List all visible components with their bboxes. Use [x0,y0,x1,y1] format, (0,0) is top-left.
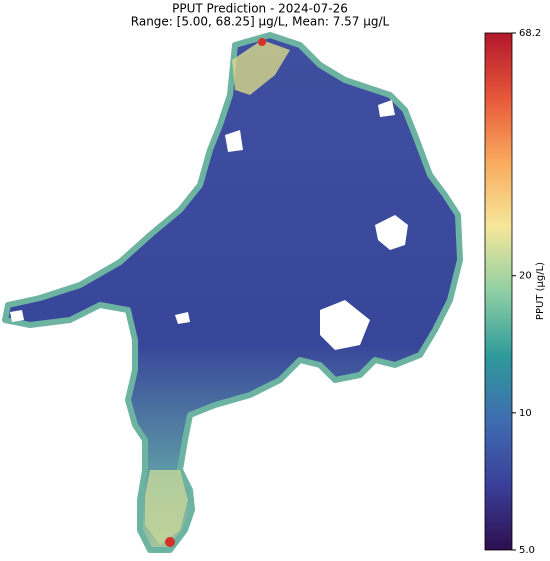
island [175,312,190,324]
colorbar-tick-label: 20 [519,271,532,282]
lake [2,32,463,553]
island [375,215,408,250]
colorbar-label: PPUT (µg/L) [535,262,546,320]
colorbar-tick-label: 5.0 [519,545,535,556]
colorbar-tick-label: 10 [519,408,532,419]
south-shallows [145,470,188,545]
lake-map [2,32,463,553]
colorbar [484,32,513,551]
map-title: PPUT Prediction - 2024-07-26 [172,2,348,16]
hotspot [258,38,266,46]
map-subtitle: Range: [5.00, 68.25] µg/L, Mean: 7.57 µg… [131,15,390,29]
north-shallows [232,40,290,95]
island [378,100,395,117]
island [225,130,243,152]
colorbar-tick-label: 68.2 [519,28,541,39]
hotspot [165,537,175,547]
island [320,300,370,350]
island [10,310,24,322]
